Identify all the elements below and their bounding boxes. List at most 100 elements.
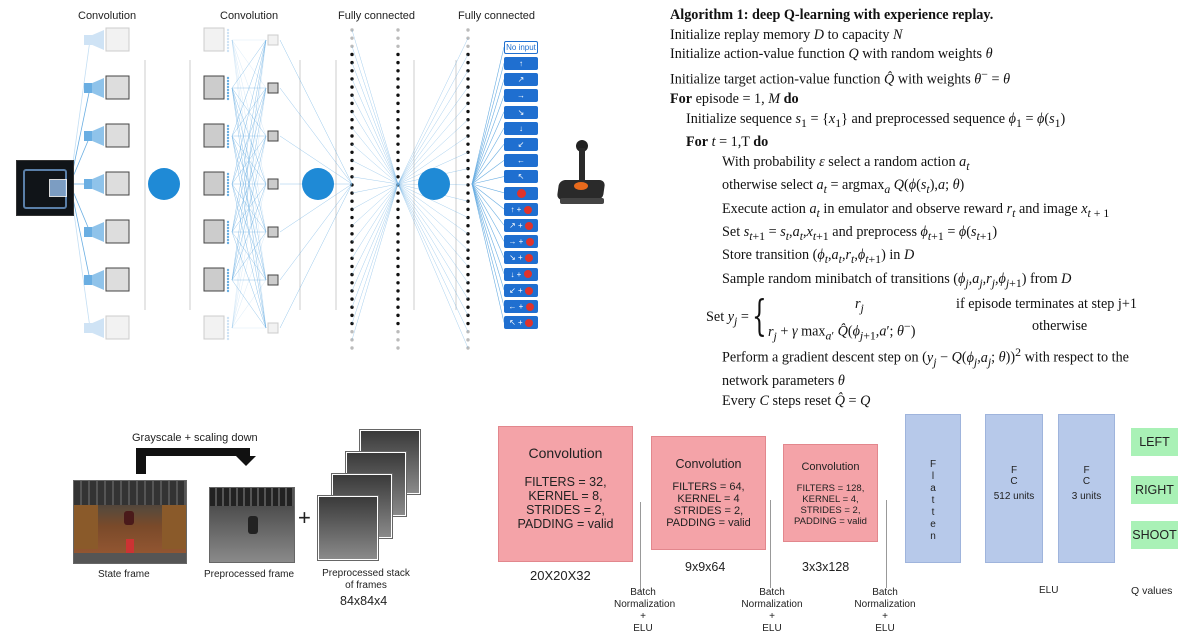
algorithm-block: Algorithm 1: deep Q-learning with experi… — [670, 6, 1185, 412]
fc1-neuron — [350, 199, 354, 203]
neuron-dot — [226, 337, 230, 341]
fc3-neuron — [466, 44, 470, 49]
connection-line — [397, 103, 469, 185]
algorithm-line-after-2: Every C steps reset Q̂ = Q — [722, 393, 871, 409]
preprocessed-frame-caption: Preprocessed frame — [204, 569, 295, 580]
fc3-neuron — [466, 321, 470, 326]
pooled-map — [267, 178, 279, 190]
connection-line — [397, 183, 469, 251]
connection-line — [351, 143, 399, 185]
connection-line — [471, 183, 505, 323]
fc1-neuron — [350, 248, 354, 252]
connection-line — [231, 135, 267, 281]
conv-kernel — [90, 318, 104, 338]
algorithm-line-11: Store transition (ϕt,at,rt,ϕt+1) in D — [722, 247, 915, 267]
fc2-neuron — [396, 289, 400, 293]
fc3-neuron — [466, 109, 470, 114]
fc2-neuron — [396, 142, 400, 146]
conv3-title: Convolution — [801, 461, 860, 473]
conv2-param-4: PADDING = valid — [666, 517, 751, 529]
fc2-neuron — [396, 338, 400, 342]
fc2-neuron — [396, 281, 400, 285]
connection-line — [471, 183, 505, 274]
fc2-neuron — [396, 126, 400, 130]
feature-map — [105, 267, 130, 292]
fc1-neuron — [350, 232, 354, 236]
connection-line — [397, 54, 469, 185]
fc2-sub: C — [1082, 476, 1091, 487]
neuron-dot — [226, 289, 230, 293]
connection-line — [231, 39, 267, 137]
feature-map — [105, 27, 130, 52]
neuron-dot — [226, 229, 230, 233]
fc2-neuron — [396, 93, 400, 97]
neuron-dot — [226, 79, 230, 83]
conv1-param-4: PADDING = valid — [517, 517, 614, 531]
conv2-param-1: FILTERS = 64, — [672, 481, 745, 493]
neuron-dot — [226, 232, 230, 236]
fc2-neuron — [396, 158, 400, 163]
neuron-dot — [226, 274, 230, 278]
conv3-param-1: FILTERS = 128, — [796, 483, 865, 494]
connection-line — [279, 183, 353, 233]
kernel-source — [84, 131, 92, 141]
action-button: ↙ + — [504, 283, 538, 297]
fc2-title: F — [1083, 465, 1090, 476]
separator-3 — [886, 500, 887, 588]
neuron-dot — [226, 220, 230, 224]
neuron-dot — [226, 85, 230, 89]
connection-line — [397, 135, 469, 185]
case2-condition: otherwise — [1032, 318, 1088, 335]
conv3-param-2: KERNEL = 4, — [802, 494, 859, 505]
q-values-label: Q values — [1131, 585, 1173, 597]
neuron-dot — [226, 193, 230, 197]
conv2-block: Convolution FILTERS = 64, KERNEL = 4 STR… — [651, 436, 766, 550]
fc2-neuron — [396, 117, 400, 122]
fc3-neuron — [466, 77, 470, 81]
neuron-dot — [226, 283, 230, 287]
conv1-param-2: KERNEL = 8, — [528, 489, 603, 503]
fc3-neuron — [466, 305, 470, 309]
algorithm-line-2: Initialize action-value function Q with … — [670, 46, 993, 63]
fc2-neuron — [396, 199, 400, 203]
neuron-dot — [226, 142, 230, 146]
kernel-source — [84, 275, 92, 285]
connection-line — [351, 183, 399, 324]
neuron-dot — [226, 40, 230, 44]
fc1-neuron — [350, 281, 354, 285]
neuron-dot — [226, 331, 230, 335]
connection-line — [231, 183, 267, 329]
connection-line — [279, 183, 353, 281]
conv1-dims: 20X20X32 — [530, 568, 591, 583]
fc2-neuron — [396, 44, 400, 49]
col-label-conv2: Convolution — [220, 10, 279, 22]
state-frame-image — [73, 480, 187, 564]
fc3-neuron — [466, 289, 470, 293]
fc1-neuron — [350, 134, 354, 138]
fc1-neuron — [350, 297, 354, 301]
algorithm-line-6: For t = 1,T do — [686, 134, 769, 151]
neuron-dot — [226, 277, 230, 281]
fc3-neuron — [466, 338, 470, 342]
neuron-dot — [226, 286, 230, 290]
neuron-dot — [226, 97, 230, 101]
fc2-neuron — [396, 313, 400, 318]
fc2-neuron — [396, 223, 400, 228]
feature-map — [203, 219, 225, 244]
neuron-dot — [226, 175, 230, 179]
fc2-neuron — [396, 175, 400, 179]
fc1-neuron — [350, 52, 354, 57]
action-button: ↓ — [504, 121, 538, 135]
flatten-letter: e — [930, 519, 936, 530]
flatten-letter: t — [931, 507, 935, 518]
fc2-neuron — [396, 109, 400, 114]
neuron-dot — [226, 94, 230, 98]
neuron-dot — [226, 49, 230, 53]
neuron-dot — [226, 223, 230, 227]
neuron-dot — [226, 187, 230, 191]
conv2-param-2: KERNEL = 4 — [677, 493, 740, 505]
fc2-neuron — [396, 134, 400, 138]
flatten-letter: t — [931, 495, 935, 506]
flatten-letter: n — [930, 531, 936, 542]
